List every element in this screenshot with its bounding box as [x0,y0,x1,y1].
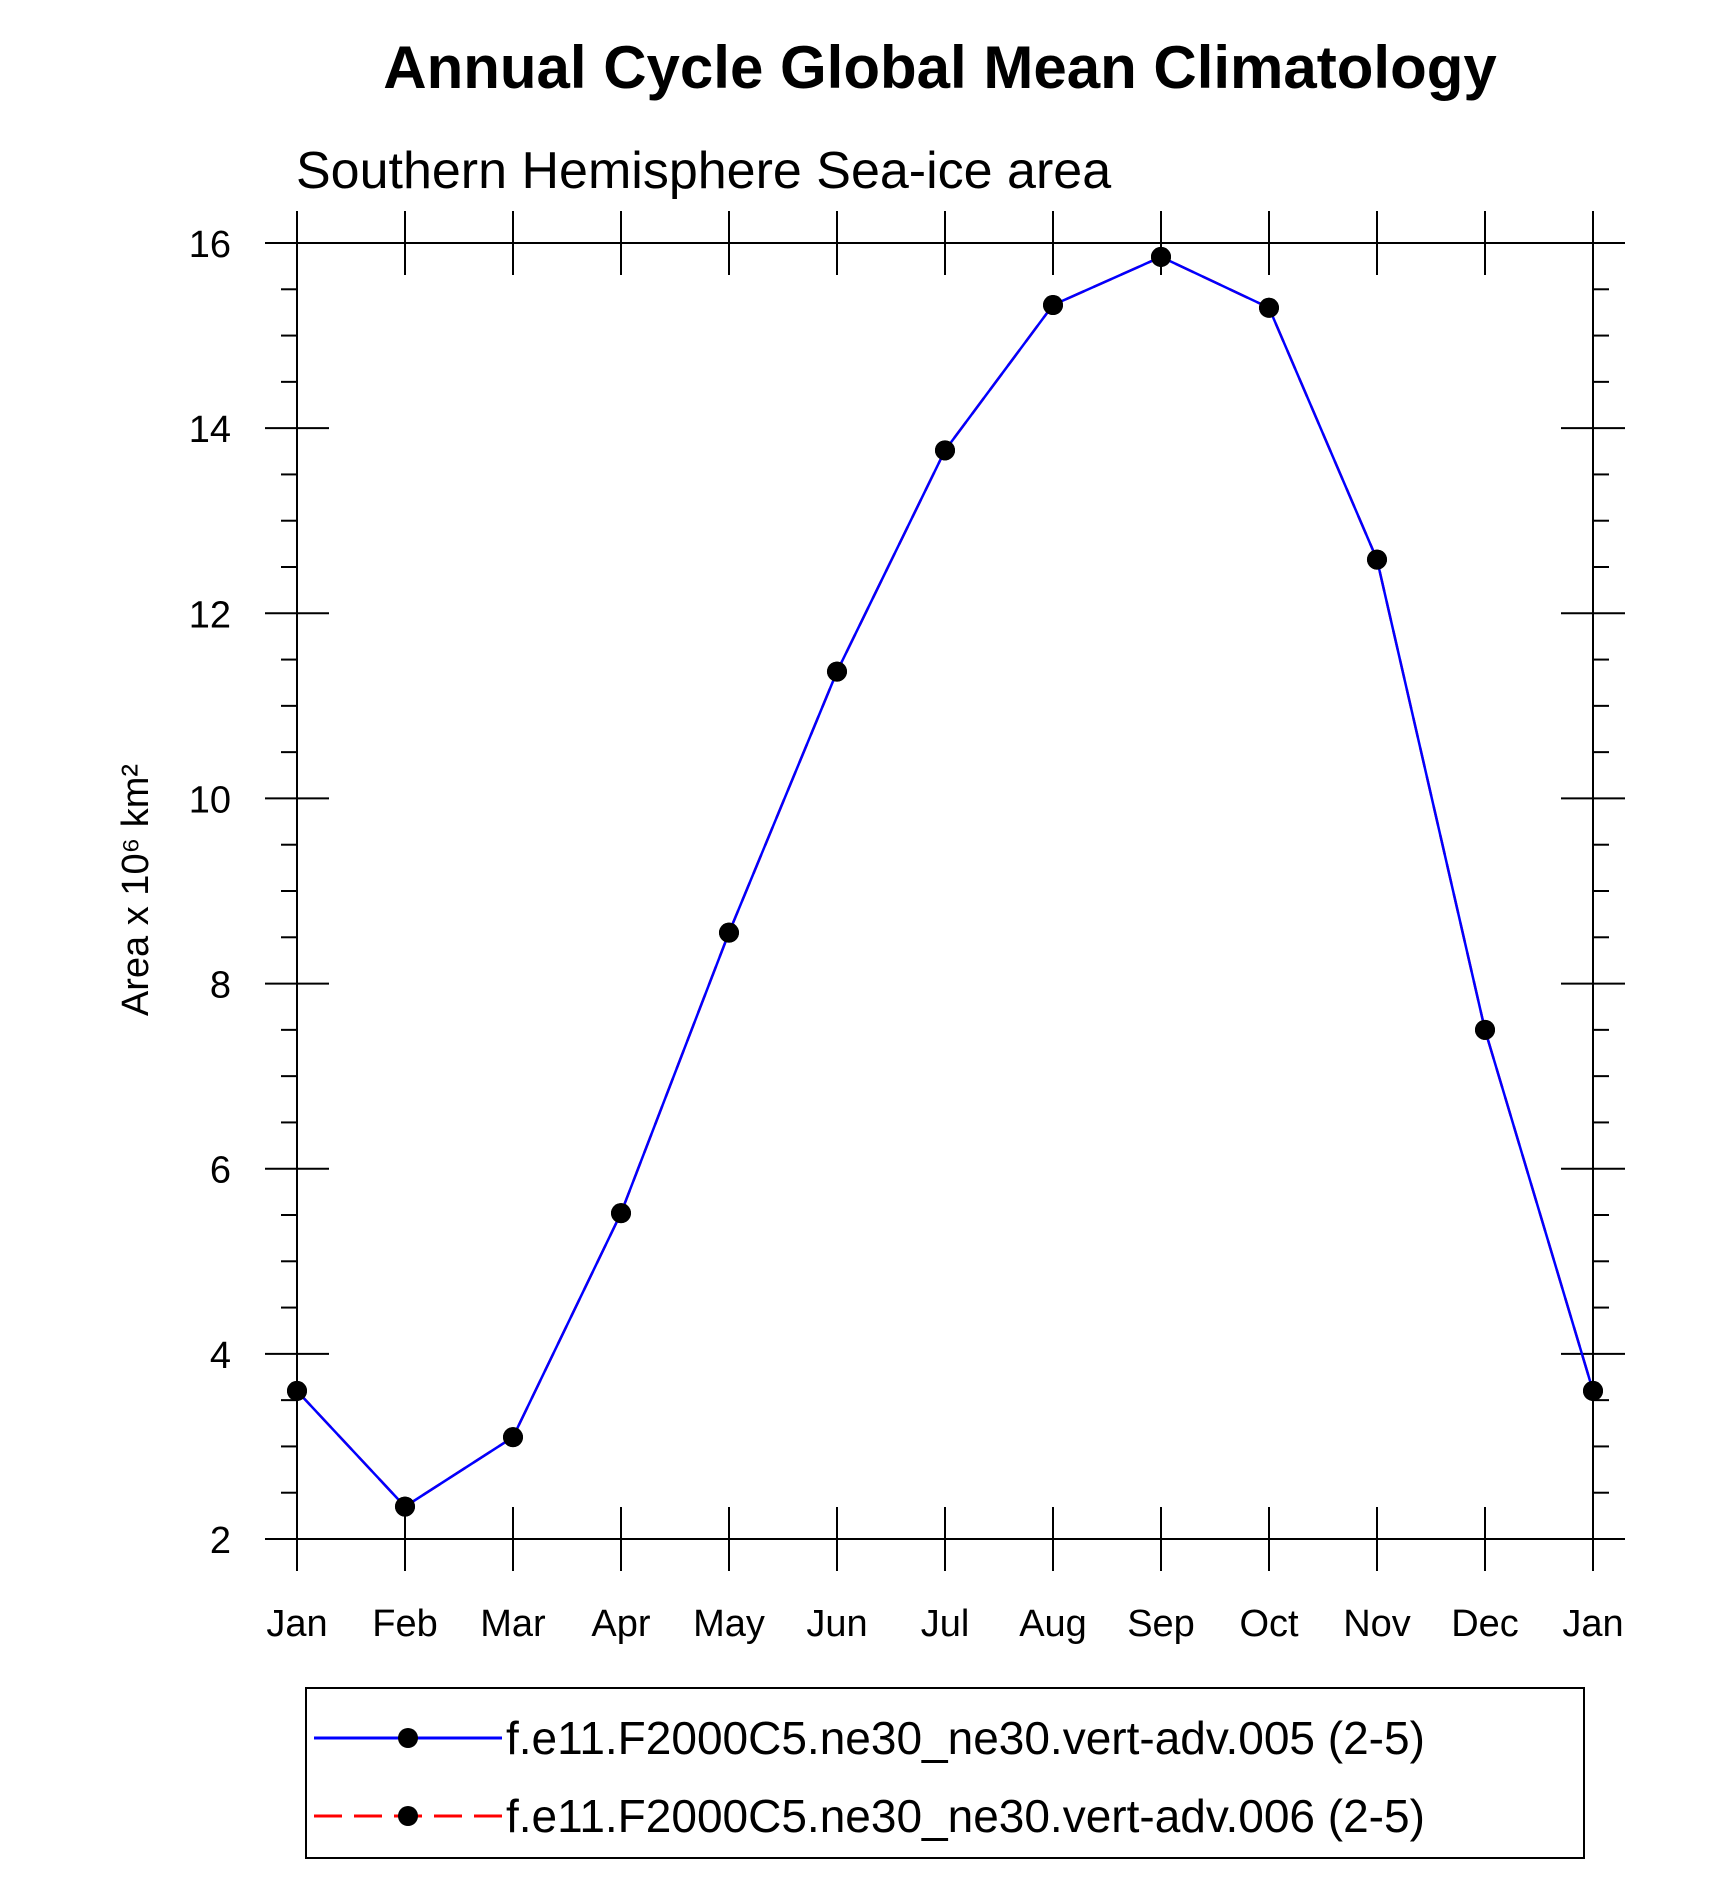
x-tick-label: Sep [1127,1603,1195,1645]
x-tick-label: Aug [1019,1603,1087,1645]
data-point [611,1203,631,1224]
x-tick-label: Jun [806,1603,867,1645]
legend-marker-1 [398,1728,418,1748]
x-tick-label: Nov [1343,1603,1411,1645]
x-tick-label: May [693,1603,765,1645]
axis-ticks [265,211,1625,1571]
chart-subtitle: Southern Hemisphere Sea-ice area [296,142,1111,200]
x-tick-label: Jul [921,1603,970,1645]
data-point [827,661,847,682]
y-axis-label: Area x 10⁶ km² [115,764,157,1016]
x-tick-label: Feb [372,1603,437,1645]
y-tick-label: 12 [189,594,231,636]
legend-label-1: f.e11.F2000C5.ne30_ne30.vert-adv.005 (2-… [506,1712,1425,1764]
data-point [395,1496,415,1517]
data-point [1043,295,1063,316]
data-point [1367,549,1387,570]
x-tick-label: Mar [480,1603,546,1645]
data-point [287,1380,307,1401]
series-layer [287,246,1603,1517]
x-tick-label: Dec [1451,1603,1519,1645]
y-tick-label: 8 [210,965,231,1007]
data-point [1475,1019,1495,1040]
y-tick-label: 4 [210,1335,231,1377]
y-tick-label: 16 [189,224,231,266]
y-tick-label: 10 [189,779,231,821]
y-tick-label: 6 [210,1150,231,1192]
data-point [719,922,739,943]
chart-title: Annual Cycle Global Mean Climatology [383,34,1497,101]
x-tick-label: Jan [1562,1603,1623,1645]
x-tick-label: Jan [266,1603,327,1645]
legend-box [305,1687,1585,1859]
x-tick-labels: Jan Feb Mar Apr May Jun Jul Aug Sep Oct Nov Dec Jan [266,1603,1623,1645]
data-point [935,440,955,461]
legend: f.e11.F2000C5.ne30_ne30.vert-adv.005 (2-… [305,1687,1585,1859]
x-tick-label: Oct [1239,1603,1299,1645]
y-tick-label: 2 [210,1520,231,1562]
plot-frame [296,242,1594,1540]
legend-marker-2 [398,1806,418,1826]
y-tick-label: 14 [189,409,231,451]
data-point [1583,1380,1603,1401]
x-tick-label: Apr [591,1603,650,1645]
y-tick-labels: 2 4 6 8 10 12 14 16 [189,224,231,1562]
data-point [1259,297,1279,318]
data-point [503,1427,523,1448]
legend-label-2: f.e11.F2000C5.ne30_ne30.vert-adv.006 (2-… [506,1790,1425,1842]
data-point [1151,246,1171,267]
